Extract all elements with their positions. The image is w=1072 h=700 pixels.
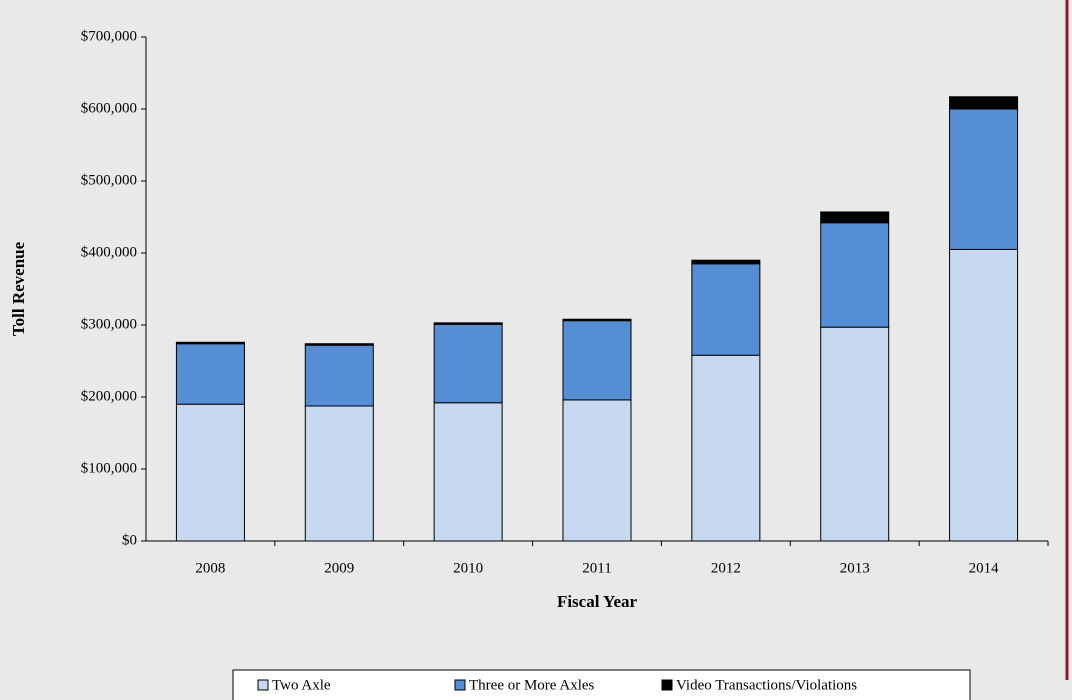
bar-segment: [691, 263, 761, 356]
y-tick-label: $700,000: [81, 28, 137, 44]
y-tick-label: $400,000: [81, 244, 137, 260]
bar-segment: [949, 96, 1019, 110]
bar-segment: [691, 259, 761, 265]
y-axis-title: Toll Revenue: [9, 241, 28, 336]
legend-label: Video Transactions/Violations: [676, 677, 857, 693]
bar-segment: [175, 403, 245, 542]
legend-swatch: [454, 679, 466, 691]
bar-segment: [562, 318, 632, 322]
y-tick-label: $100,000: [81, 460, 137, 476]
bar-segment: [949, 248, 1019, 542]
bar-segment: [820, 211, 890, 224]
bar-segment: [562, 320, 632, 401]
bar-segment: [433, 402, 503, 542]
bar-segment: [304, 344, 374, 407]
legend-label: Three or More Axles: [469, 677, 595, 693]
y-tick-label: $500,000: [81, 172, 137, 188]
legend-box: [232, 669, 971, 700]
bar-segment: [562, 399, 632, 542]
bar-segment: [433, 322, 503, 325]
x-tick-label: 2011: [582, 560, 611, 576]
y-tick-label: $300,000: [81, 316, 137, 332]
y-tick-label: $0: [122, 532, 137, 548]
bar-segment: [691, 354, 761, 542]
bar-segment: [304, 343, 374, 346]
bar-segment: [820, 222, 890, 328]
x-tick-label: 2009: [324, 560, 354, 576]
y-tick-label: $200,000: [81, 388, 137, 404]
y-tick-label: $600,000: [81, 100, 137, 116]
legend-swatch: [257, 679, 269, 691]
bar-segment: [949, 108, 1019, 250]
legend-label: Two Axle: [272, 677, 331, 693]
bar-segment: [820, 326, 890, 542]
bar-segment: [175, 341, 245, 345]
bar-segment: [304, 405, 374, 542]
x-tick-label: 2010: [453, 560, 483, 576]
bar-segment: [433, 323, 503, 404]
x-tick-label: 2013: [840, 560, 870, 576]
bar-segment: [175, 343, 245, 405]
x-axis-title: Fiscal Year: [557, 592, 638, 611]
x-tick-label: 2008: [195, 560, 225, 576]
x-tick-label: 2012: [711, 560, 741, 576]
legend-swatch: [661, 679, 673, 691]
x-tick-label: 2014: [969, 560, 1000, 576]
